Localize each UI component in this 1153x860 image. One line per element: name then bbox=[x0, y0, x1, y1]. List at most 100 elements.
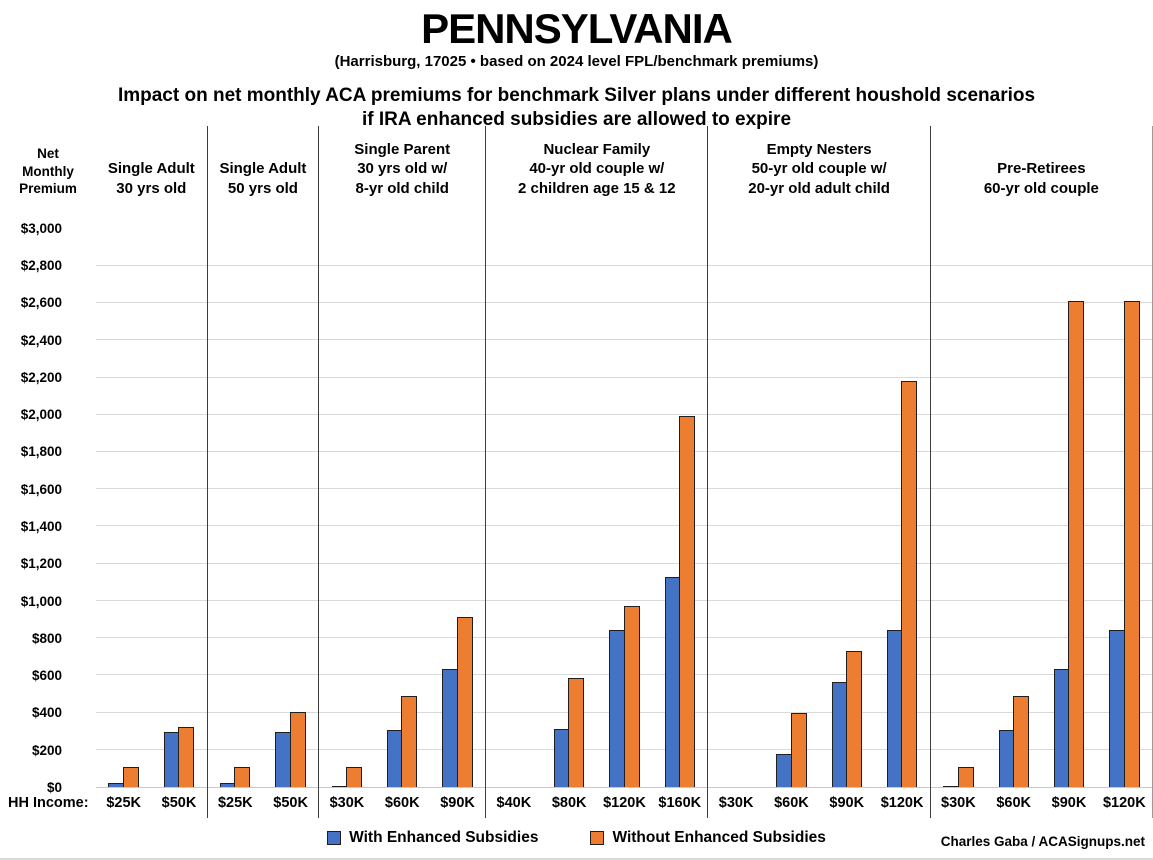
gridline bbox=[708, 562, 930, 564]
income-category bbox=[986, 210, 1041, 787]
gridline bbox=[930, 599, 1152, 601]
income-category bbox=[597, 210, 652, 787]
legend-label-without-enhanced: Without Enhanced Subsidies bbox=[612, 829, 826, 846]
group-income-labels: $30K $60K $90K bbox=[319, 788, 485, 818]
gridline bbox=[486, 599, 708, 601]
gridline bbox=[96, 674, 207, 676]
group-income-labels: $25K $50K bbox=[96, 788, 207, 818]
gridline bbox=[207, 599, 319, 601]
y-axis-column: Net Monthly Premium $0 $200 $400 $600 $800 $1… bbox=[0, 126, 96, 818]
y-axis-title: Net Monthly Premium bbox=[19, 146, 77, 197]
page-subtitle: (Harrisburg, 17025 • based on 2024 level… bbox=[334, 53, 819, 70]
income-label: $30K bbox=[329, 795, 365, 811]
bar-without-enhanced-subsidies bbox=[568, 678, 585, 787]
gridline bbox=[96, 525, 207, 527]
y-tick-label: $2,400 bbox=[20, 332, 62, 348]
gridline bbox=[96, 302, 207, 304]
income-category bbox=[819, 210, 874, 787]
bar-without-enhanced-subsidies bbox=[1068, 301, 1085, 787]
group-title: Single Parent 30 yrs old w/ 8-yr old chi… bbox=[354, 140, 451, 197]
gridline bbox=[207, 302, 319, 304]
bars-row bbox=[96, 210, 207, 787]
gridline bbox=[708, 748, 930, 750]
income-category bbox=[96, 210, 151, 787]
income-category bbox=[151, 210, 206, 787]
gridline bbox=[930, 488, 1152, 490]
income-label: $120K bbox=[603, 795, 646, 811]
group-plot-area bbox=[486, 210, 708, 788]
income-label: $25K bbox=[106, 795, 141, 811]
gridline bbox=[708, 264, 930, 266]
legend-label-with-enhanced: With Enhanced Subsidies bbox=[349, 829, 539, 846]
group-plot-area bbox=[96, 210, 207, 788]
gridline bbox=[207, 339, 319, 341]
chart-title: Impact on net monthly ACA premiums for b… bbox=[0, 84, 1153, 132]
gridline bbox=[930, 413, 1152, 415]
gridline bbox=[486, 748, 708, 750]
group-income-labels: $30K $60K $90K $120K bbox=[931, 788, 1152, 818]
gridline bbox=[930, 748, 1152, 750]
income-label: $120K bbox=[1102, 795, 1146, 811]
income-category bbox=[652, 210, 707, 787]
gridline bbox=[708, 413, 930, 415]
gridline bbox=[708, 339, 930, 341]
income-label: $90K bbox=[440, 795, 475, 811]
income-label: $60K bbox=[996, 795, 1032, 811]
income-category bbox=[375, 210, 430, 787]
gridline bbox=[96, 562, 207, 564]
credit-attribution: Charles Gaba / ACASignups.net bbox=[940, 834, 1145, 849]
group-income-labels: $25K $50K bbox=[208, 788, 319, 818]
group-plot-area bbox=[319, 210, 486, 788]
income-label: $25K bbox=[217, 795, 253, 811]
gridline bbox=[486, 488, 708, 490]
chart-group: Empty Nesters 50-yr old couple w/ 20-yr … bbox=[707, 126, 930, 818]
bar-without-enhanced-subsidies bbox=[901, 381, 918, 787]
y-tick-label: $2,000 bbox=[20, 407, 62, 423]
gridline bbox=[708, 450, 930, 452]
income-label: $90K bbox=[1051, 795, 1087, 811]
y-tick-label: $3,000 bbox=[20, 220, 62, 236]
gridline bbox=[708, 488, 930, 490]
legend-swatch-orange-icon bbox=[590, 831, 605, 845]
group-plot-area bbox=[708, 210, 930, 788]
y-tick-label: $2,600 bbox=[20, 295, 62, 311]
legend-swatch-blue-icon bbox=[327, 831, 342, 845]
bar-without-enhanced-subsidies bbox=[178, 727, 195, 787]
gridline bbox=[319, 339, 486, 341]
group-plot-area bbox=[207, 210, 319, 788]
gridline bbox=[96, 637, 207, 639]
bar-without-enhanced-subsidies bbox=[234, 767, 251, 787]
gridline bbox=[486, 674, 708, 676]
bar-without-enhanced-subsidies bbox=[623, 605, 640, 787]
gridline bbox=[96, 450, 207, 452]
legend-item-without-enhanced: Without Enhanced Subsidies bbox=[590, 829, 826, 847]
bar-without-enhanced-subsidies bbox=[957, 767, 974, 787]
bar-without-enhanced-subsidies bbox=[401, 695, 418, 787]
income-label: $160K bbox=[658, 795, 702, 811]
bars-row bbox=[486, 210, 707, 787]
income-label: $40K bbox=[496, 795, 532, 811]
gridline bbox=[207, 711, 319, 713]
chart-title-line2: if IRA enhanced subsidies are allowed to… bbox=[361, 108, 792, 130]
income-category bbox=[1041, 210, 1096, 787]
gridline bbox=[207, 674, 319, 676]
income-label: $30K bbox=[718, 795, 754, 811]
gridline bbox=[930, 711, 1152, 713]
gridline bbox=[930, 450, 1152, 452]
gridline bbox=[486, 302, 708, 304]
group-income-labels: $40K $80K $120K $160K bbox=[486, 788, 707, 818]
income-category bbox=[874, 210, 929, 787]
group-plot-area bbox=[930, 210, 1152, 788]
income-label: $50K bbox=[273, 795, 308, 811]
group-income-labels: $30K $60K $90K $120K bbox=[708, 788, 929, 818]
chart-area: Net Monthly Premium $0 $200 $400 $600 $800 $1… bbox=[0, 126, 1153, 818]
gridline bbox=[319, 302, 486, 304]
gridline bbox=[930, 562, 1152, 564]
gridline bbox=[207, 376, 319, 378]
gridline bbox=[96, 599, 207, 601]
title-block: PENNSYLVANIA (Harrisburg, 17025 • based … bbox=[0, 0, 1153, 130]
hh-income-row-label: HH Income: bbox=[8, 795, 89, 811]
gridline bbox=[930, 674, 1152, 676]
bars-row bbox=[208, 210, 319, 787]
group-title: Single Adult 30 yrs old bbox=[107, 160, 195, 197]
